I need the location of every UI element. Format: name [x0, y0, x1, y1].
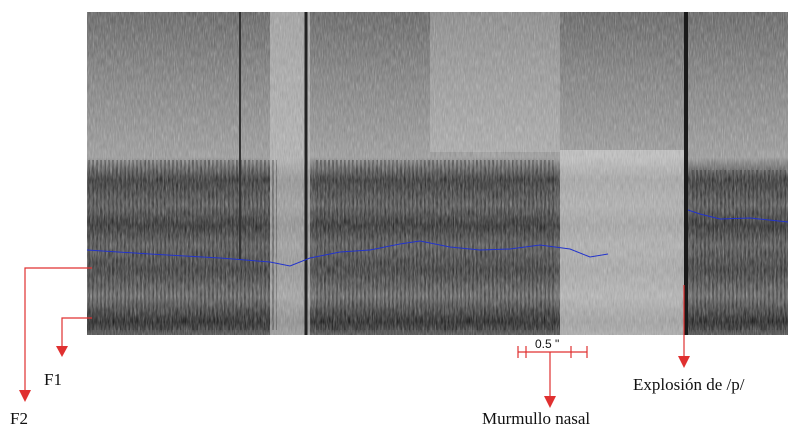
nasal-label: Murmullo nasal	[482, 409, 590, 427]
scale-label: 0.5 "	[535, 337, 559, 351]
spectrogram	[86, 12, 788, 335]
f2-label: F2	[10, 409, 28, 427]
f1-label: F1	[44, 370, 62, 389]
arrowheads	[19, 346, 690, 408]
burst-label: Explosión de /p/	[633, 375, 745, 394]
annotations	[24, 267, 685, 398]
